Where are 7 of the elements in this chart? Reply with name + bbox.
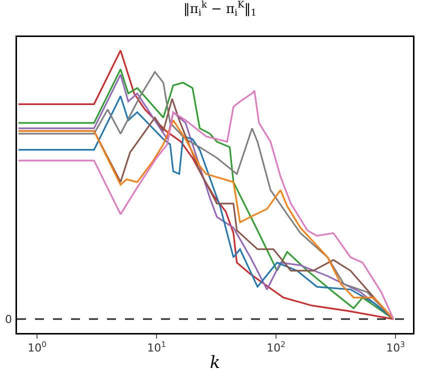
x-tick-label: 10$^{3}$: [386, 340, 406, 355]
x-tick-label: 10$^{0}$: [28, 340, 47, 355]
chart-title: ‖π$_{i}$$^{k}$ − π$_{i}$$^{K}$‖$_{1}$: [183, 0, 257, 19]
x-tick-label: 10$^{2}$: [266, 340, 286, 355]
x-axis-title: k: [210, 352, 220, 373]
x-tick-label: 10$^{1}$: [147, 340, 166, 355]
ref-line-label: 0: [5, 313, 12, 326]
